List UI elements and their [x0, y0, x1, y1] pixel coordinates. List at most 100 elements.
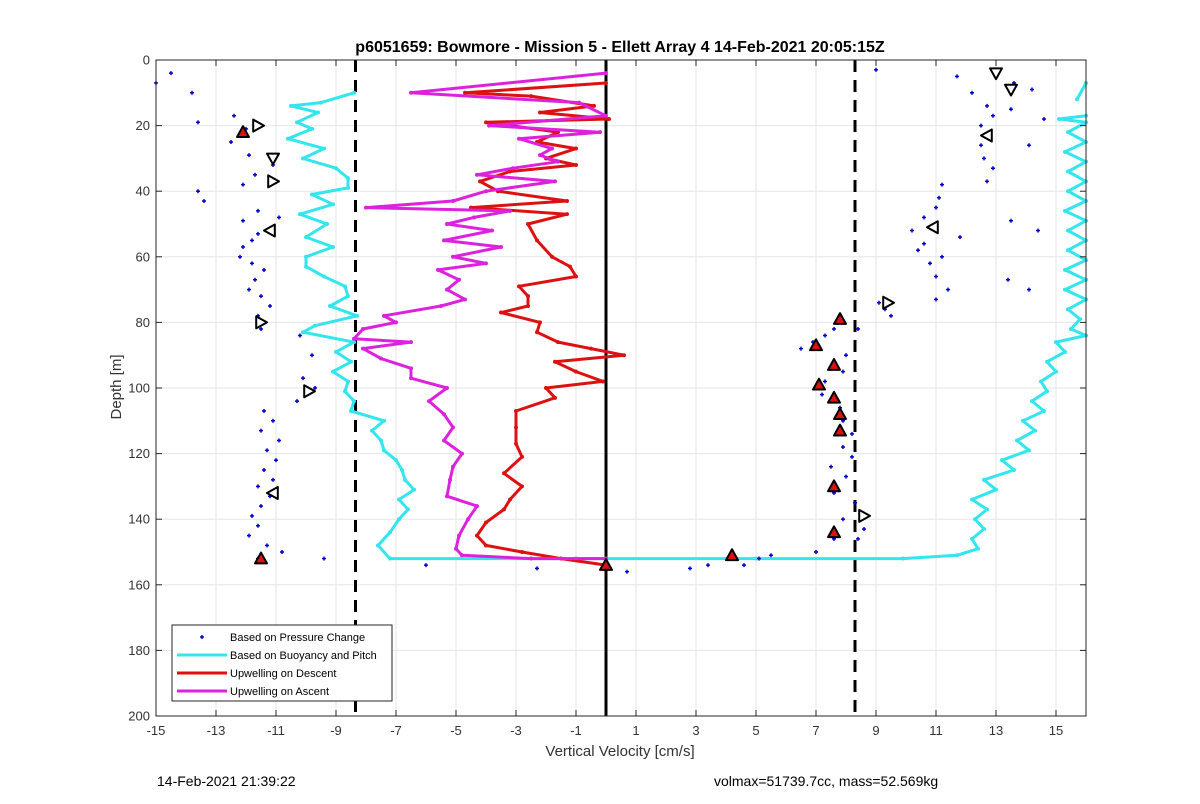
y-tick-label: 160 — [128, 577, 150, 592]
series-vertex — [451, 254, 455, 259]
series-vertex — [517, 136, 521, 141]
series-vertex — [577, 100, 581, 105]
series-vertex — [349, 359, 353, 364]
pressure-point — [688, 566, 692, 571]
series-vertex — [445, 494, 449, 499]
pressure-point — [985, 103, 989, 108]
series-vertex — [388, 530, 392, 535]
pressure-point — [259, 428, 263, 433]
chart-title: p6051659: Bowmore - Mission 5 - Ellett A… — [355, 39, 885, 56]
series-vertex — [301, 330, 305, 335]
x-tick-label: 9 — [872, 723, 879, 738]
series-vertex — [289, 103, 293, 108]
pressure-point — [829, 464, 833, 469]
series-vertex — [487, 123, 491, 128]
x-tick-label: -9 — [330, 723, 342, 738]
pressure-point — [247, 287, 251, 292]
pressure-point — [937, 195, 941, 200]
y-tick-label: 100 — [128, 381, 150, 396]
triangle-marker-right — [252, 118, 265, 133]
pressure-point — [928, 261, 932, 266]
series-vertex — [508, 169, 512, 174]
pressure-point — [910, 228, 914, 233]
pressure-point — [1027, 143, 1031, 148]
series-vertex — [406, 507, 410, 512]
series-vertex — [526, 222, 530, 226]
series-vertex — [976, 546, 980, 551]
series-vertex — [331, 202, 335, 207]
series-vertex — [295, 120, 299, 125]
series-vertex — [346, 294, 350, 299]
series-vertex — [370, 428, 374, 433]
series-vertex — [520, 484, 524, 489]
triangle-marker-up — [254, 551, 268, 565]
series-vertex — [1042, 408, 1046, 413]
triangle-marker-up — [827, 358, 841, 371]
series-vertex — [346, 176, 350, 181]
pressure-point — [934, 205, 938, 210]
pressure-point — [247, 533, 251, 538]
pressure-point — [253, 277, 257, 282]
triangle-marker-down — [1004, 83, 1018, 97]
series-vertex — [352, 399, 356, 404]
triangle-marker-up — [827, 479, 841, 493]
series-vertex — [520, 550, 524, 554]
pressure-point — [991, 166, 995, 171]
triangle-marker-up — [599, 558, 613, 571]
y-tick-label: 20 — [136, 118, 150, 133]
series-vertex — [451, 425, 455, 430]
series-vertex — [382, 313, 386, 318]
series-vertex — [319, 100, 323, 105]
series-vertex — [484, 189, 488, 194]
pressure-point — [535, 566, 539, 571]
x-tick-label: -7 — [390, 723, 402, 738]
pressure-point — [202, 199, 206, 204]
series-vertex — [574, 274, 578, 279]
series-vertex — [1054, 369, 1058, 374]
triangle-marker-right — [255, 315, 268, 330]
pressure-point — [856, 326, 860, 331]
series-vertex — [1066, 169, 1070, 174]
pressure-point — [889, 313, 893, 318]
pressure-point — [985, 179, 989, 184]
series-vertex — [1039, 379, 1043, 384]
pressure-point — [940, 254, 944, 259]
series-vertex — [304, 264, 308, 269]
triangle-marker-left — [980, 128, 993, 143]
series-vertex — [490, 228, 494, 233]
series-vertex — [343, 389, 347, 394]
legend-label: Upwelling on Descent — [230, 668, 336, 680]
pressure-point — [301, 376, 305, 381]
pressure-point — [769, 553, 773, 558]
x-tick-label: -13 — [207, 723, 226, 738]
series-vertex — [472, 215, 476, 220]
pressure-point — [916, 248, 920, 253]
pressure-point — [262, 267, 266, 272]
pressure-point — [274, 458, 278, 463]
x-tick-label: -11 — [267, 723, 285, 738]
series-vertex — [970, 497, 974, 502]
pressure-point — [256, 523, 260, 528]
series-vertex — [466, 517, 470, 522]
pressure-point — [259, 326, 263, 331]
series-vertex — [955, 553, 959, 558]
series-vertex — [388, 556, 392, 561]
y-tick-label: 40 — [136, 184, 150, 199]
series-vertex — [514, 441, 518, 446]
pressure-point — [241, 244, 245, 249]
series-vertex — [1021, 418, 1025, 423]
y-tick-label: 200 — [128, 709, 150, 724]
pressure-point — [841, 445, 845, 450]
series-vertex — [475, 504, 479, 509]
series-vertex — [436, 267, 440, 272]
pressure-point — [1009, 218, 1013, 223]
series-vertex — [1015, 438, 1019, 443]
series-vertex — [1063, 287, 1067, 292]
series-vertex — [982, 527, 986, 532]
series-vertex — [349, 408, 353, 413]
x-tick-label: -5 — [450, 723, 462, 738]
series-vertex — [361, 326, 365, 331]
legend: Based on Pressure Change Based on Buoyanc… — [171, 624, 393, 702]
pressure-point — [958, 235, 962, 240]
series-vertex — [553, 179, 557, 184]
